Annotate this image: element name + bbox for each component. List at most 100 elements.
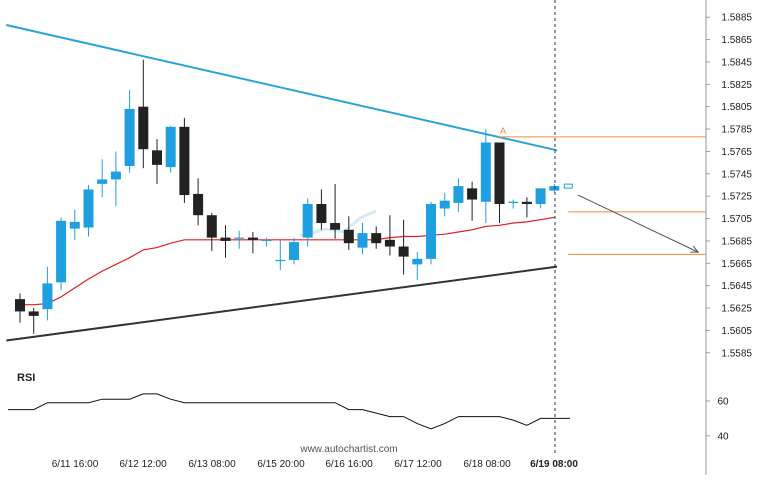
candle-body bbox=[494, 142, 505, 205]
candle-body bbox=[124, 108, 135, 166]
candle-body bbox=[275, 259, 286, 262]
price-tick-label: 1.5665 bbox=[721, 259, 752, 270]
candle-body bbox=[165, 126, 176, 168]
rsi-tick-label: 40 bbox=[717, 431, 729, 442]
candle-body bbox=[28, 311, 39, 316]
price-tick-label: 1.5885 bbox=[721, 13, 752, 24]
price-tick-label: 1.5865 bbox=[721, 35, 752, 46]
candle bbox=[302, 198, 313, 247]
candle-body bbox=[179, 126, 190, 196]
candle-body bbox=[15, 299, 25, 312]
candle-body bbox=[69, 221, 80, 229]
candle-body bbox=[193, 193, 204, 216]
candle bbox=[412, 252, 423, 281]
candle bbox=[384, 215, 395, 256]
candle bbox=[371, 226, 382, 249]
candle bbox=[453, 178, 464, 212]
candle bbox=[343, 216, 354, 250]
candle-body bbox=[343, 229, 354, 244]
candle-body bbox=[234, 237, 245, 239]
price-tick-label: 1.5685 bbox=[721, 236, 752, 247]
candle bbox=[220, 225, 231, 258]
candle-body bbox=[56, 220, 67, 283]
price-tick-label: 1.5585 bbox=[721, 348, 752, 359]
candle-body bbox=[398, 246, 409, 257]
watermark-url: www.autochartist.com bbox=[299, 444, 397, 455]
forecast-arrow-line bbox=[577, 194, 699, 253]
candle bbox=[110, 151, 121, 207]
candle-body bbox=[412, 258, 423, 265]
candle bbox=[28, 308, 39, 334]
candle bbox=[357, 223, 368, 255]
price-tick-label: 1.5645 bbox=[721, 281, 752, 292]
rsi-tick-label: 60 bbox=[717, 396, 729, 407]
candle-body bbox=[289, 242, 299, 260]
forecast-arrow-head bbox=[690, 245, 700, 253]
candle-body bbox=[302, 204, 313, 238]
price-tick-label: 1.5825 bbox=[721, 80, 752, 91]
candle bbox=[535, 188, 546, 209]
time-tick-label: 6/13 08:00 bbox=[188, 459, 236, 470]
time-cursor-label-box bbox=[527, 456, 581, 470]
candle bbox=[261, 237, 272, 247]
candle bbox=[549, 183, 560, 193]
rsi-line bbox=[8, 393, 570, 430]
candle bbox=[494, 142, 505, 224]
time-tick-label: 6/17 12:00 bbox=[394, 459, 442, 470]
candle bbox=[275, 239, 286, 271]
candle bbox=[69, 209, 80, 240]
price-tick-label: 1.5705 bbox=[721, 214, 752, 225]
candle-body bbox=[83, 189, 94, 228]
candle bbox=[480, 129, 491, 224]
candle-body bbox=[480, 142, 491, 202]
candle bbox=[124, 89, 135, 173]
candle bbox=[83, 185, 94, 237]
candle-body bbox=[439, 200, 450, 209]
time-tick-label: 6/12 12:00 bbox=[119, 459, 167, 470]
support-trendline bbox=[6, 265, 558, 342]
time-tick-label: 6/19 08:00 bbox=[530, 459, 578, 470]
candle-body bbox=[426, 204, 436, 259]
candle bbox=[467, 181, 478, 221]
candle-body bbox=[357, 233, 368, 248]
candle-body bbox=[330, 223, 341, 230]
price-tick-label: 1.5625 bbox=[721, 304, 752, 315]
candle-body bbox=[371, 233, 382, 244]
candle-body bbox=[110, 171, 121, 180]
candle bbox=[439, 192, 450, 217]
candle bbox=[247, 231, 258, 254]
candle bbox=[316, 189, 327, 230]
candle-body bbox=[206, 215, 217, 238]
candle bbox=[56, 217, 67, 291]
candle-body bbox=[247, 237, 258, 240]
rsi-title: RSI bbox=[17, 372, 35, 384]
candle bbox=[234, 230, 245, 249]
candle-body bbox=[316, 204, 327, 224]
candle-body bbox=[508, 201, 519, 203]
candle-body bbox=[384, 239, 395, 247]
candle bbox=[330, 183, 341, 239]
price-tick-label: 1.5845 bbox=[721, 57, 752, 68]
candle-body bbox=[152, 150, 162, 165]
candle bbox=[398, 219, 409, 275]
candle-body bbox=[549, 186, 560, 191]
candle bbox=[426, 201, 436, 265]
price-tick-label: 1.5765 bbox=[721, 147, 752, 158]
candle-body bbox=[138, 106, 149, 150]
candle-body bbox=[521, 201, 532, 205]
time-tick-label: 6/18 08:00 bbox=[463, 459, 511, 470]
candle bbox=[165, 125, 176, 173]
candle-body bbox=[42, 283, 53, 310]
time-tick-label: 6/15 20:00 bbox=[257, 459, 305, 470]
level-label-a: A bbox=[500, 126, 506, 136]
resistance-trendline bbox=[6, 24, 558, 152]
candle bbox=[42, 266, 53, 321]
last-candle-outline bbox=[563, 183, 573, 189]
candle bbox=[521, 197, 532, 218]
price-tick-label: 1.5605 bbox=[721, 326, 752, 337]
candle bbox=[193, 178, 204, 226]
candle-body bbox=[220, 237, 231, 241]
candle bbox=[289, 237, 299, 265]
